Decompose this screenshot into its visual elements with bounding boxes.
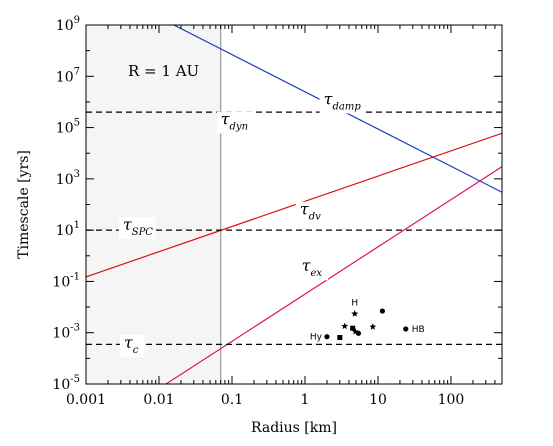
series-label-ex: τex [302, 256, 323, 279]
y-tick-label: 109 [56, 15, 80, 34]
scatter-point-0 [351, 310, 359, 317]
shaded-region [86, 25, 222, 384]
x-tick-label: 10 [369, 392, 387, 408]
scatter-point-8 [379, 308, 386, 314]
scatter-point-1 [341, 322, 349, 330]
scatter-point-6 [324, 334, 330, 340]
label-backdrop [297, 258, 329, 281]
scatter-point-5 [337, 335, 343, 341]
y-tick-label: 107 [56, 66, 80, 85]
x-tick-label: 0.1 [221, 392, 243, 408]
scatter-label-h: H [351, 299, 358, 309]
series-label-dyn: τdyn [221, 110, 248, 133]
x-axis-label: Radius [km] [251, 420, 337, 436]
scatter-point-9 [403, 326, 409, 332]
label-backdrop [319, 91, 363, 114]
series-label-dv: τdv [300, 200, 321, 223]
scatter-label-hy: Hy [310, 333, 323, 343]
scatter-points: H Hy HB [310, 299, 425, 343]
scatter-point-4 [355, 330, 362, 336]
series-label-spc: τSPC [123, 215, 153, 238]
y-tick-label: 10-1 [52, 271, 80, 290]
label-backdrop [216, 111, 254, 134]
axis-ticks: 0.001 0.01 0.1 1 10 100 10-5 10-3 10-1 101 103 105 1… [52, 15, 503, 408]
x-tick-label: 100 [438, 392, 465, 408]
y-tick-label: 101 [56, 220, 80, 239]
y-tick-label: 10-5 [52, 374, 80, 393]
scatter-point-2 [350, 325, 356, 331]
x-tick-label: 0.001 [66, 392, 106, 408]
y-tick-label: 105 [56, 118, 80, 137]
series-label-c: τc [124, 333, 139, 356]
series-line-dv [86, 132, 502, 278]
y-axis-label: Timescale [yrs] [16, 150, 32, 259]
y-tick-label: 103 [56, 169, 80, 188]
shaded-band [86, 25, 221, 384]
x-tick-label: 1 [301, 392, 310, 408]
scatter-label-hb: HB [412, 325, 425, 335]
x-tick-label: 0.01 [143, 392, 174, 408]
series-line-ex [165, 166, 502, 384]
label-backdrop [119, 335, 145, 358]
curve-labels: τdamp τdv τex τdyn τSPC τc [118, 89, 363, 358]
scatter-point-7 [369, 323, 377, 330]
label-backdrop [295, 201, 327, 224]
series-label-damp: τdamp [324, 89, 362, 112]
y-tick-label: 10-3 [52, 323, 80, 342]
label-backdrop [118, 217, 156, 240]
location-annotation: R = 1 AU [128, 62, 199, 80]
